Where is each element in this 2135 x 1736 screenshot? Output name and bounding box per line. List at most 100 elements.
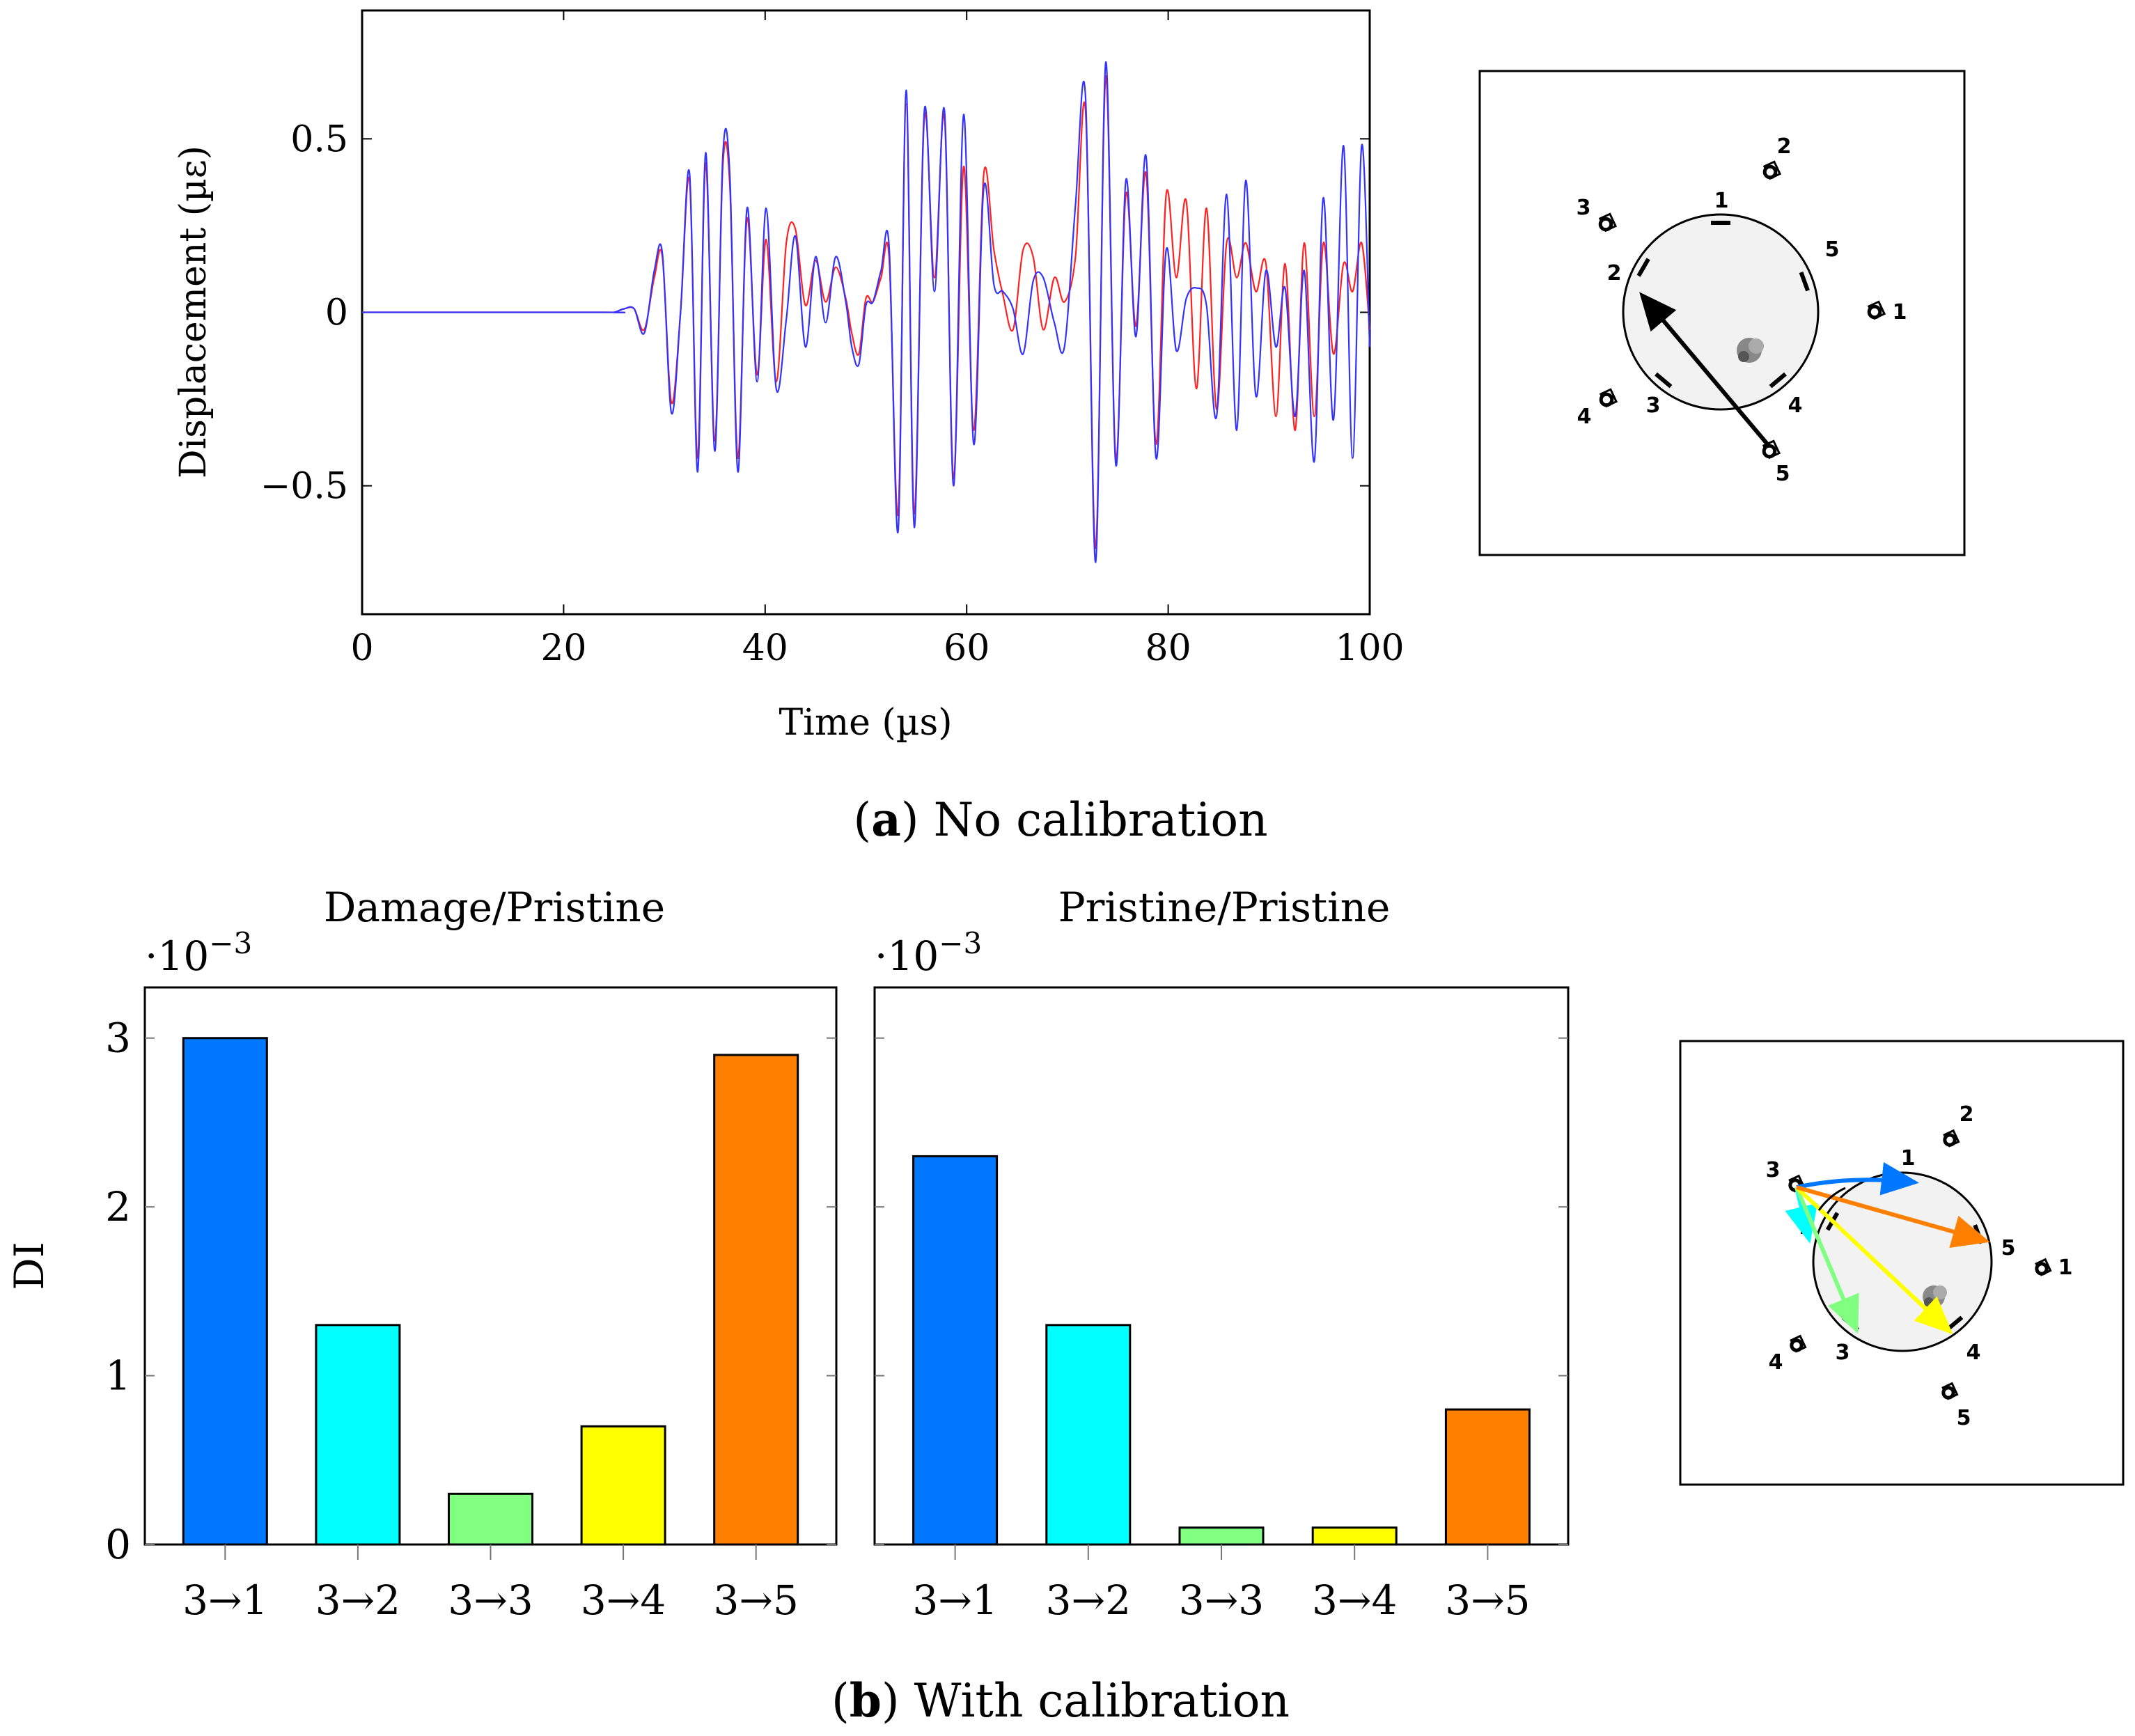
caption-b-letter: b	[850, 1673, 882, 1728]
bar-chart-2-title: Pristine/Pristine	[1058, 884, 1391, 931]
diagram-a-damage-spot	[1737, 338, 1764, 363]
sensor-label: 1	[2058, 1256, 2073, 1280]
diagram-b-sensors: 1 2 3 4 5	[1766, 1102, 2073, 1430]
diagram-a-sensors: 1 2 3 4 5	[1577, 134, 1907, 486]
ring-mark	[1769, 372, 1787, 389]
bar-chart-1-scale: ·10−3	[145, 926, 252, 980]
x-tick-label: 3→1	[912, 1577, 997, 1624]
ring-label: 3	[1836, 1340, 1850, 1365]
x-tick-label: 3→4	[581, 1577, 666, 1624]
sensor-4: 4	[1577, 388, 1618, 429]
y-tick-label: −0.5	[260, 466, 348, 508]
x-tick-label: 60	[944, 627, 990, 669]
bar-3→3	[1178, 1526, 1265, 1546]
x-tick-label: 3→3	[448, 1577, 533, 1624]
sensor-label: 4	[1577, 405, 1592, 429]
diagram-b-arrow-4	[1794, 1185, 1953, 1335]
diagram-a-path-arrow	[1639, 292, 1771, 447]
sensor-label: 2	[1960, 1102, 1974, 1127]
x-tick-label: 3→1	[182, 1577, 267, 1624]
sensor-4: 4	[1769, 1334, 1807, 1375]
diagram-b-arrow-1	[1796, 1162, 1919, 1196]
bar-chart-2-scale: ·10−3	[875, 926, 982, 980]
ring-label: 4	[1788, 393, 1803, 418]
x-tick-label: 3→3	[1179, 1577, 1264, 1624]
y-tick-label: 1	[105, 1352, 131, 1400]
sensor-label: 3	[1766, 1158, 1781, 1182]
ring-label: 5	[1825, 237, 1840, 262]
x-tick-label: 40	[742, 627, 788, 669]
x-tick-label: 100	[1335, 627, 1404, 669]
diagram-a-frame	[1478, 70, 1966, 556]
ring-label: 2	[1607, 261, 1622, 286]
bar-chart-1-title: Damage/Pristine	[324, 884, 665, 931]
bar-3→1	[182, 1037, 268, 1546]
line-chart-y-label: Displacement (µε)	[173, 146, 214, 478]
x-tick-label: 3→2	[315, 1577, 400, 1624]
line-chart-x-label: Time (µs)	[779, 702, 953, 744]
y-tick-label: 2	[105, 1183, 131, 1230]
sensor-5: 5	[1941, 1382, 1971, 1430]
sensor-1: 1	[2035, 1256, 2073, 1280]
caption-b: (b) With calibration	[831, 1673, 1290, 1728]
bar-3→4	[1311, 1526, 1398, 1546]
diagram-b-frame	[1679, 1040, 2125, 1486]
ring-mark	[1655, 372, 1673, 389]
caption-a-text: No calibration	[934, 793, 1268, 847]
x-tick-label: 3→2	[1046, 1577, 1131, 1624]
caption-b-text: With calibration	[914, 1674, 1290, 1728]
ring-label: 1	[1714, 189, 1729, 213]
caption-a: (a) No calibration	[853, 792, 1267, 847]
bar-3→4	[580, 1425, 666, 1546]
ring-mark	[1636, 258, 1650, 277]
bar-3→1	[912, 1155, 999, 1546]
line-chart-x-ticks: 0 20 40 60 80 100	[350, 10, 1405, 669]
sensor-label: 5	[1957, 1406, 1971, 1430]
bar-chart-1-bars	[182, 1037, 799, 1546]
bar-3→3	[448, 1492, 533, 1546]
sensor-2: 2	[1762, 134, 1792, 180]
bar-3→2	[1045, 1324, 1132, 1546]
sensor-1: 1	[1867, 300, 1907, 324]
sensor-label: 5	[1776, 462, 1790, 486]
x-tick-label: 3→4	[1312, 1577, 1397, 1624]
ring-mark	[1799, 272, 1810, 292]
sensor-label: 2	[1777, 134, 1792, 159]
y-tick-label: 0.5	[290, 118, 348, 160]
ring-label: 5	[2001, 1236, 2016, 1260]
diagram-b-path-arrows	[1785, 1162, 1990, 1335]
ring-label: 3	[1646, 393, 1661, 418]
y-tick-label: 0	[325, 292, 348, 334]
line-chart-series	[362, 61, 1371, 563]
sensor-5: 5	[1762, 439, 1790, 486]
bar-3→5	[713, 1054, 799, 1546]
x-tick-label: 0	[350, 627, 373, 669]
diagram-a-ring-marks: 1 2 3 4 5	[1607, 189, 1840, 418]
line-series-0	[362, 61, 1371, 563]
bar-chart-1-x-ticks: 3→1 3→2 3→3 3→4 3→5	[182, 1545, 799, 1624]
y-tick-label: 3	[105, 1015, 131, 1062]
x-tick-label: 3→5	[1445, 1577, 1530, 1624]
caption-a-letter: a	[871, 792, 901, 847]
sensor-2: 2	[1943, 1102, 1974, 1148]
damage-pristine-bar-chart: Damage/Pristine ·10−3 DI 0 1 2 3 3→1 3→2 3→3 3…	[6, 884, 838, 1624]
y-tick-label: 0	[105, 1521, 131, 1568]
sensor-label: 4	[1769, 1350, 1783, 1375]
x-tick-label: 80	[1145, 627, 1191, 669]
bar-chart-1-y-ticks: 0 1 2 3	[105, 1015, 836, 1568]
diagram-b-arrow-5	[1796, 1185, 1990, 1249]
ring-label: 1	[1901, 1146, 1916, 1171]
bar-3→2	[315, 1324, 401, 1546]
diagram-b-arc	[1817, 1187, 1846, 1211]
sensor-diagram-b: 1 2 3 4 5 1 2 3 4 5	[1679, 1040, 2125, 1486]
bar-chart-1-y-label: DI	[6, 1242, 53, 1290]
x-tick-label: 20	[540, 627, 586, 669]
diagram-b-arrow-3	[1794, 1186, 1859, 1334]
sensor-3: 3	[1577, 196, 1618, 233]
displacement-line-chart: 0 20 40 60 80 100 0.5 0 −0.5 Time (µs) Displace…	[173, 9, 1405, 744]
bar-3→5	[1444, 1408, 1531, 1546]
line-chart-y-ticks: 0.5 0 −0.5	[260, 118, 1370, 508]
sensor-label: 3	[1577, 196, 1591, 220]
bar-chart-2-x-ticks: 3→1 3→2 3→3 3→4 3→5	[912, 1545, 1531, 1624]
